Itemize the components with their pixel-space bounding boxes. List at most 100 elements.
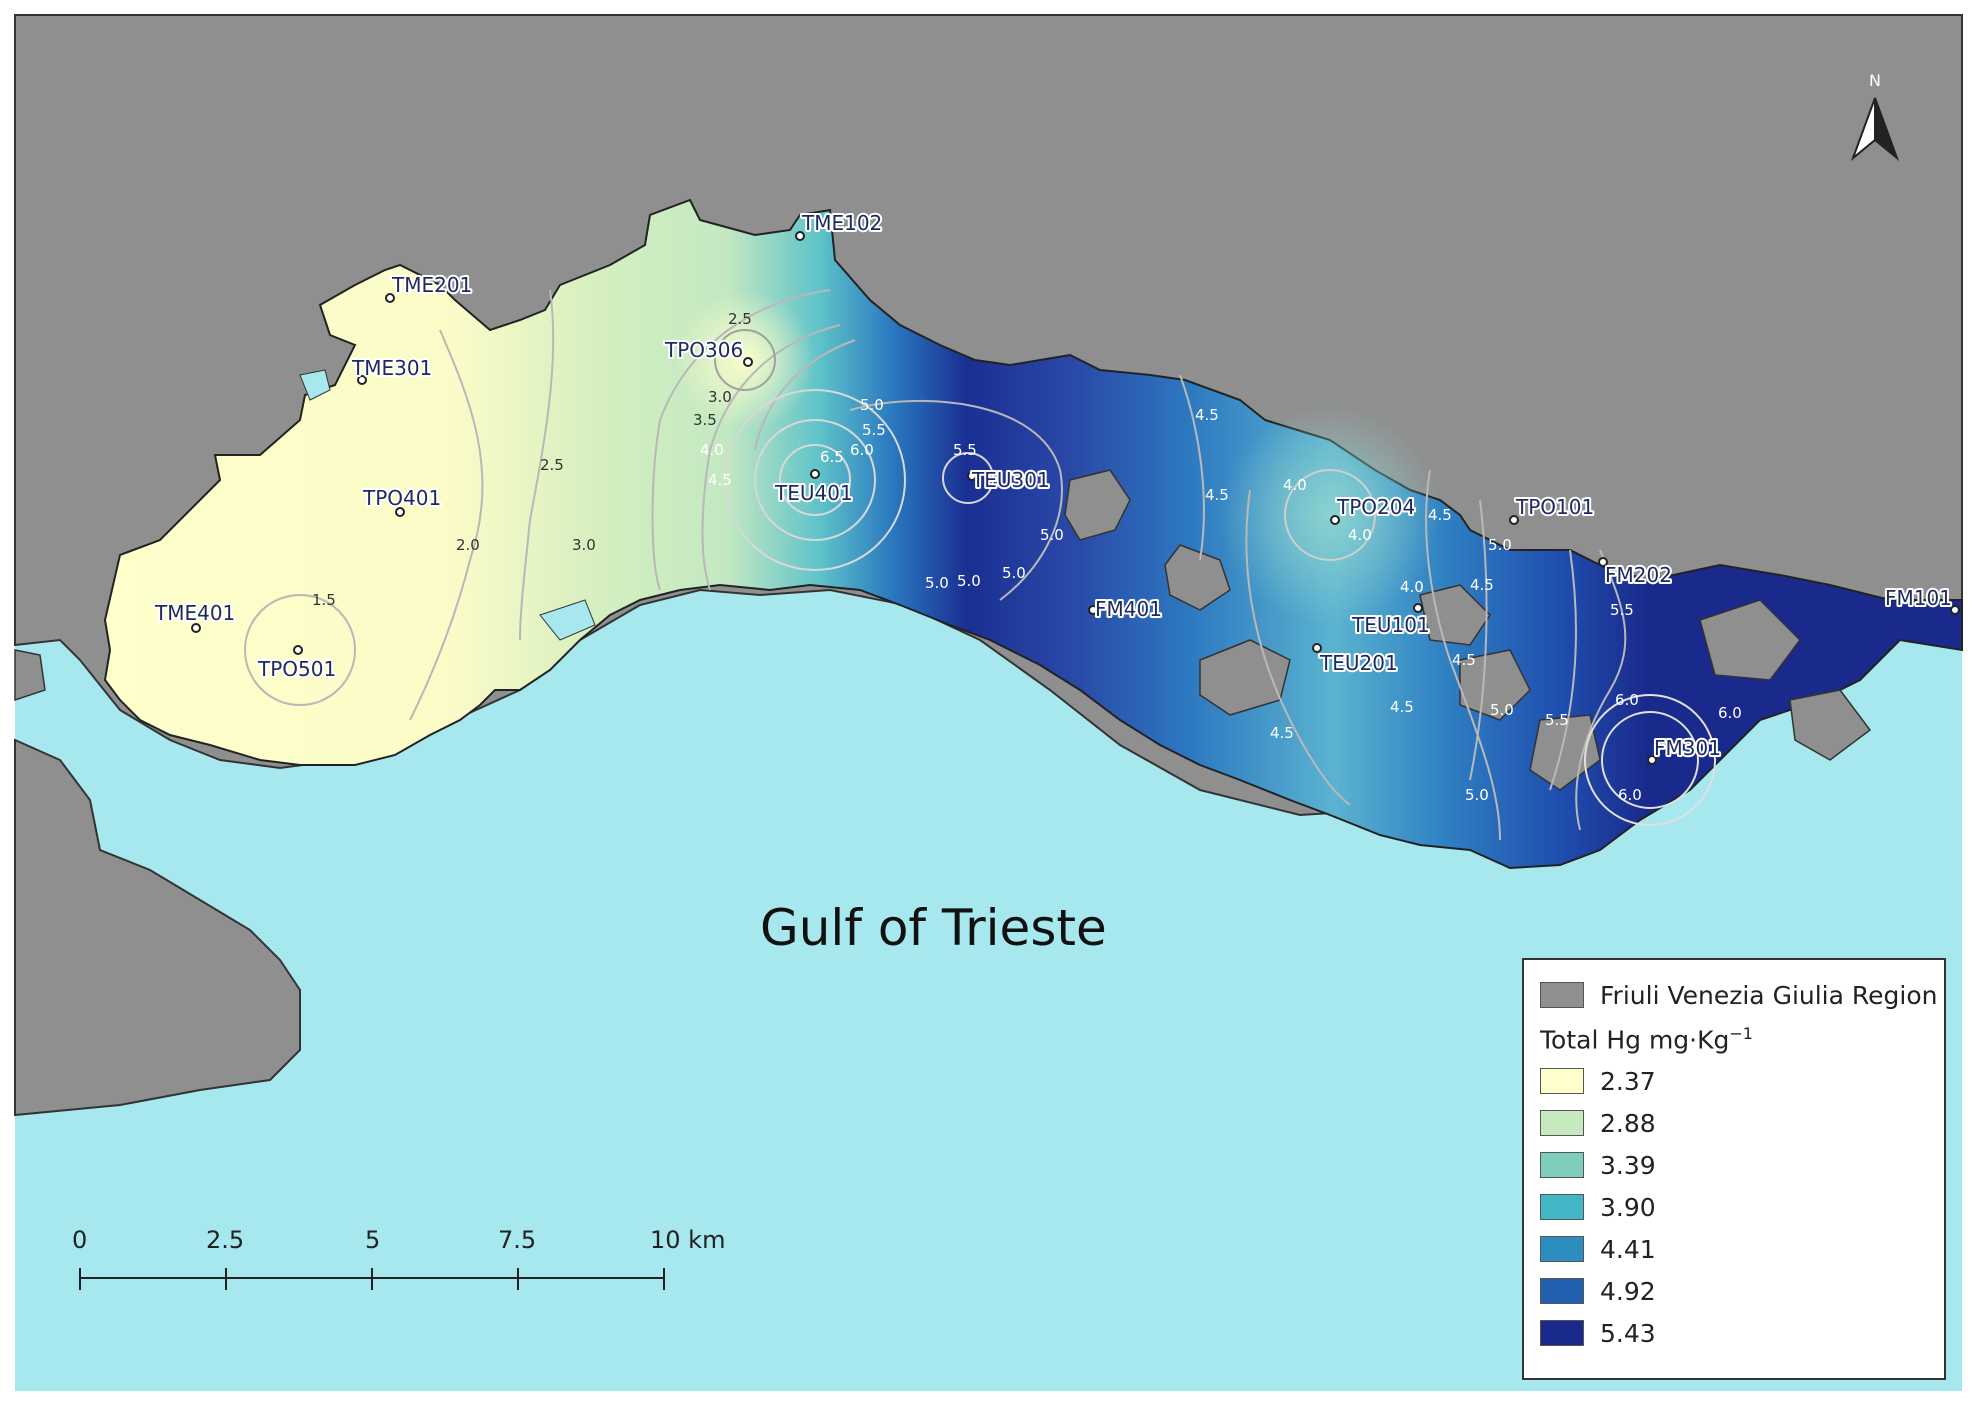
contour-label: 6.0 xyxy=(1615,691,1639,709)
contour-label: 5.5 xyxy=(953,441,977,459)
station-marker: TPO501 xyxy=(255,645,338,683)
legend-class-label: 5.43 xyxy=(1600,1318,1656,1348)
station-label: TME102 xyxy=(801,211,882,235)
legend-swatch-region xyxy=(1540,982,1584,1008)
legend-item: 3.39 xyxy=(1540,1144,1928,1186)
contour-label: 4.5 xyxy=(1205,486,1229,504)
contour-label: 2.5 xyxy=(728,310,752,328)
legend-item: 5.43 xyxy=(1540,1312,1928,1354)
contour-label: 5.0 xyxy=(1002,564,1026,582)
contour-label: 4.0 xyxy=(1348,526,1372,544)
contour-label: 3.0 xyxy=(572,536,596,554)
contour-label: 5.5 xyxy=(1610,601,1634,619)
contour-label: 4.5 xyxy=(1470,576,1494,594)
contour-label: 5.5 xyxy=(862,421,886,439)
station-label: TPO306 xyxy=(664,338,743,362)
contour-lines xyxy=(244,289,1716,841)
contour-label: 4.5 xyxy=(1452,651,1476,669)
lagoon-islands xyxy=(1064,469,1872,791)
contour-label: 4.0 xyxy=(1400,578,1424,596)
legend-class-label: 4.41 xyxy=(1600,1234,1656,1264)
station-marker: TPO306 xyxy=(662,336,753,367)
station-label: TEU301 xyxy=(971,468,1050,492)
station-marker: FM401 xyxy=(1088,595,1164,623)
contour-label: 4.5 xyxy=(1195,406,1219,424)
legend-class-label: 4.92 xyxy=(1600,1276,1656,1306)
scale-tick-label: 2.5 xyxy=(206,1226,244,1254)
station-label: FM202 xyxy=(1605,563,1672,587)
land-left-edge xyxy=(14,649,46,702)
station-marker: TEU301 xyxy=(967,466,1052,494)
station-label: FM401 xyxy=(1095,597,1162,621)
contour-label: 5.0 xyxy=(1040,526,1064,544)
station-marker: TPO204 xyxy=(1330,493,1417,525)
station-marker: TEU101 xyxy=(1349,603,1432,639)
legend-title-exponent: −1 xyxy=(1729,1024,1753,1043)
legend-item: 2.88 xyxy=(1540,1102,1928,1144)
contour-label: 2.0 xyxy=(456,536,480,554)
sampling-stations: TME102 TME201 TPO306 TME301 TPO401 TEU40… xyxy=(152,209,1960,765)
legend-item: 3.90 xyxy=(1540,1186,1928,1228)
legend-class-label: 2.37 xyxy=(1600,1066,1656,1096)
contour-label: 5.0 xyxy=(1490,701,1514,719)
contour-label: 4.5 xyxy=(1428,506,1452,524)
station-marker: TME201 xyxy=(385,271,474,303)
gulf-label: Gulf of Trieste xyxy=(760,899,1107,957)
station-marker: TME301 xyxy=(349,354,434,385)
legend-title: Total Hg mg·Kg−1 xyxy=(1540,1024,1928,1054)
contour-label: 3.5 xyxy=(693,411,717,429)
legend-swatch xyxy=(1540,1236,1584,1263)
map-legend: Friuli Venezia Giulia Region Total Hg mg… xyxy=(1522,958,1946,1380)
north-arrow: N xyxy=(1850,71,1900,162)
contour-label: 4.5 xyxy=(708,471,732,489)
legend-item: 4.41 xyxy=(1540,1228,1928,1270)
contour-label: 6.5 xyxy=(820,448,844,466)
contour-label: 5.0 xyxy=(925,574,949,592)
station-label: TEU201 xyxy=(1319,651,1398,675)
station-label: TEU101 xyxy=(1351,613,1430,637)
legend-swatch xyxy=(1540,1320,1584,1347)
legend-item-region: Friuli Venezia Giulia Region xyxy=(1540,974,1937,1016)
station-label: TEU401 xyxy=(774,481,853,505)
station-label: TPO501 xyxy=(257,657,336,681)
contour-label: 6.0 xyxy=(850,441,874,459)
north-arrow-label: N xyxy=(1869,71,1881,90)
contour-label: 6.0 xyxy=(1618,786,1642,804)
station-marker: TME401 xyxy=(152,599,237,633)
station-marker: TPO101 xyxy=(1509,493,1596,525)
contour-label: 5.0 xyxy=(957,572,981,590)
legend-class-label: 3.39 xyxy=(1600,1150,1656,1180)
contour-value-labels: 2.5 3.0 3.5 4.0 4.5 5.0 5.5 6.0 6.5 5.5 … xyxy=(312,310,1742,804)
station-marker: FM202 xyxy=(1598,557,1674,589)
legend-title-main: Total Hg mg·Kg xyxy=(1540,1025,1730,1055)
station-label: TME401 xyxy=(154,601,235,625)
scale-tick-label: 7.5 xyxy=(498,1226,536,1254)
contour-label: 5.0 xyxy=(1488,536,1512,554)
legend-item: 2.37 xyxy=(1540,1060,1928,1102)
contour-label: 5.0 xyxy=(1465,786,1489,804)
scale-tick-label: 0 xyxy=(72,1226,87,1254)
legend-swatch xyxy=(1540,1068,1584,1095)
station-marker: TME102 xyxy=(795,209,884,241)
legend-region-label: Friuli Venezia Giulia Region xyxy=(1600,980,1938,1010)
legend-swatch xyxy=(1540,1194,1584,1221)
legend-item: 4.92 xyxy=(1540,1270,1928,1312)
station-marker: TEU401 xyxy=(772,469,855,507)
contour-label: 5.0 xyxy=(860,396,884,414)
legend-swatch xyxy=(1540,1152,1584,1179)
station-label: TPO204 xyxy=(1336,495,1415,519)
contour-label: 4.5 xyxy=(1270,724,1294,742)
station-marker: FM301 xyxy=(1647,734,1723,765)
legend-swatch xyxy=(1540,1278,1584,1305)
scale-bar: 0 2.5 5 7.5 10 km xyxy=(72,1226,725,1290)
legend-class-label: 2.88 xyxy=(1600,1108,1656,1138)
land-peninsula xyxy=(14,738,301,1117)
station-label: FM301 xyxy=(1654,736,1721,760)
contour-label: 5.5 xyxy=(1545,711,1569,729)
station-label: TPO401 xyxy=(362,486,441,510)
contour-label: 4.5 xyxy=(1390,698,1414,716)
station-label: TME301 xyxy=(351,356,432,380)
contour-label: 6.0 xyxy=(1718,704,1742,722)
contour-label: 2.5 xyxy=(540,456,564,474)
